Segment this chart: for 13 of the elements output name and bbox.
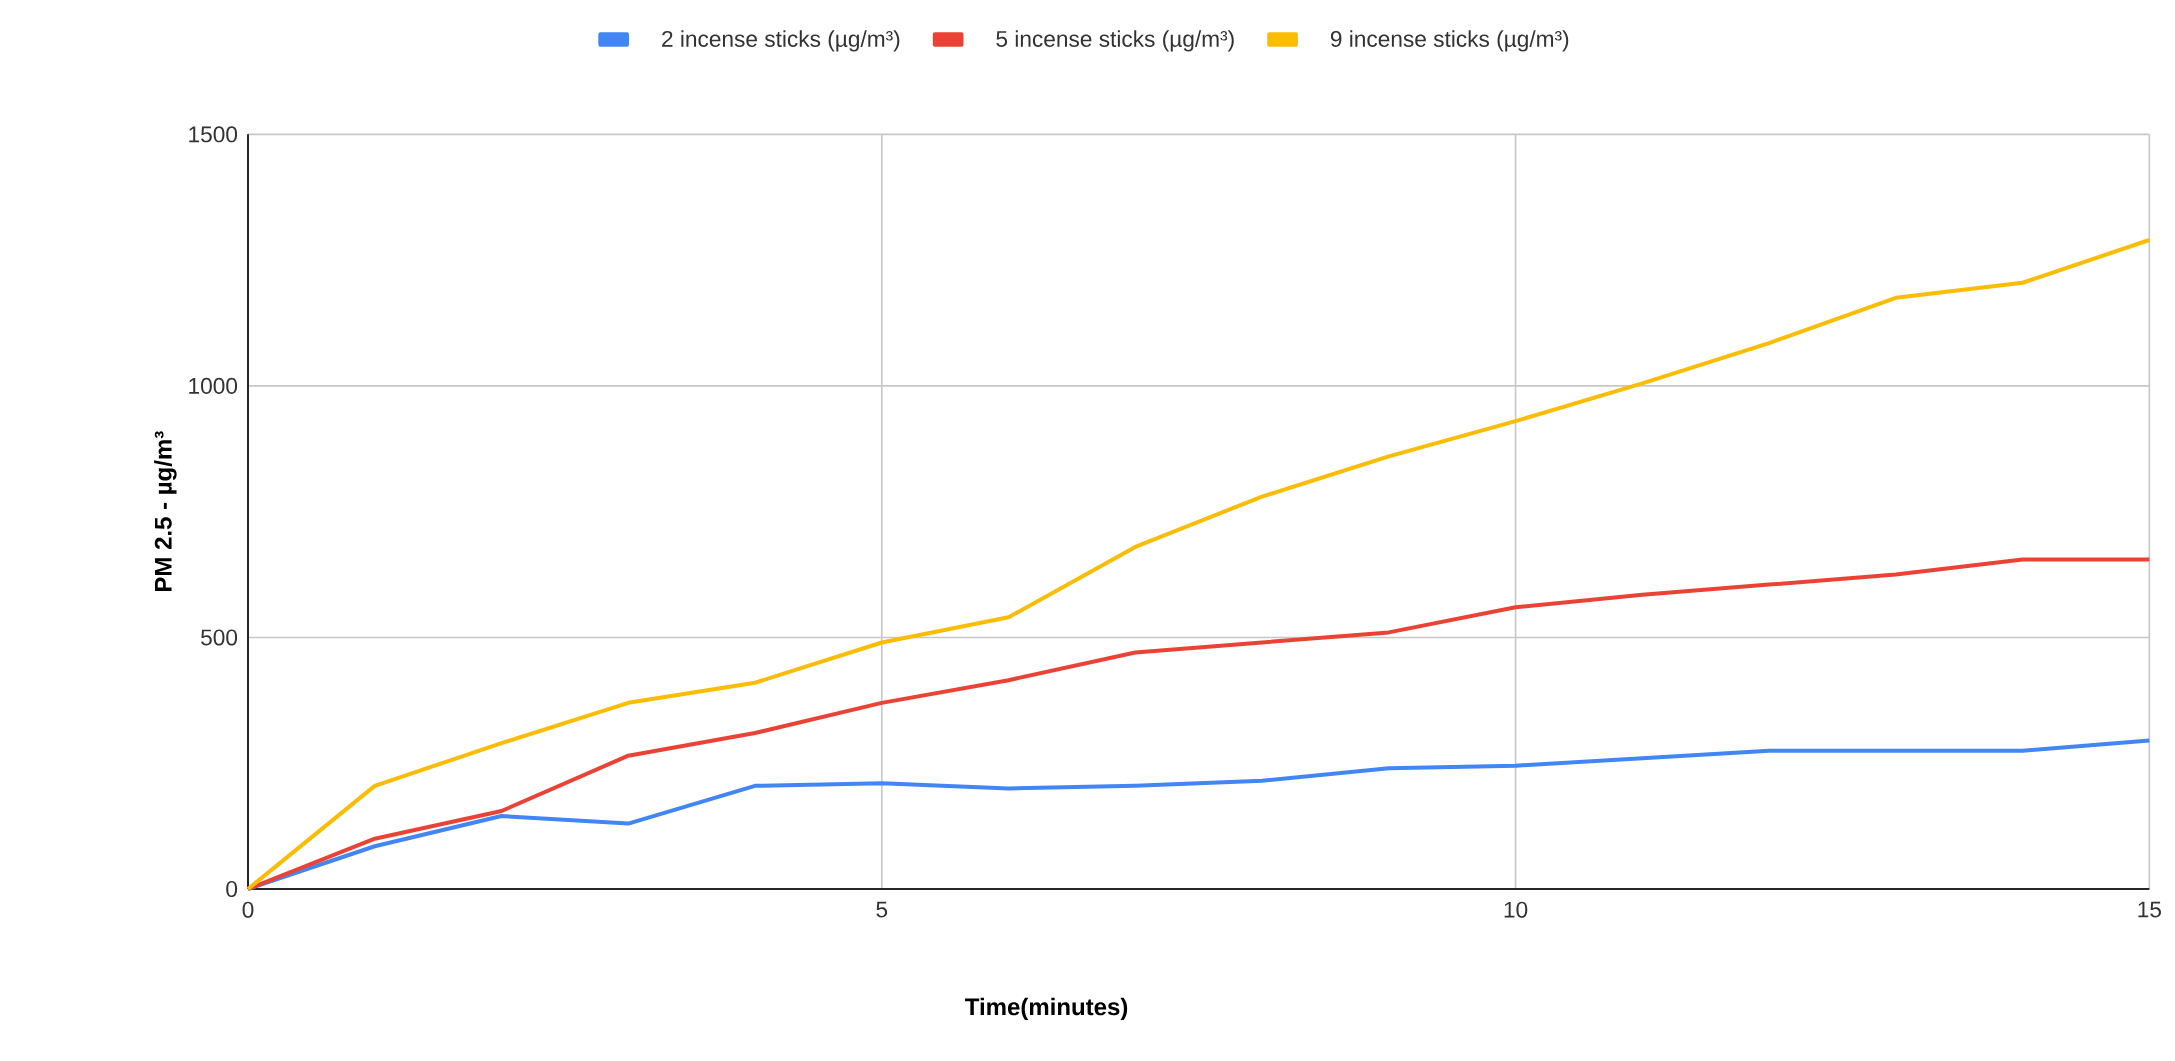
x-tick-label: 15	[2138, 901, 2161, 918]
y-tick-label: 0	[226, 880, 238, 898]
x-axis-title: Time(minutes)	[965, 997, 1128, 1021]
legend-label: 2 incense sticks (µg/m³)	[662, 30, 900, 52]
x-tick-label: 0	[242, 901, 254, 918]
y-tick-label: 1500	[189, 126, 238, 143]
y-tick-label: 500	[201, 629, 238, 646]
y-tick-label: 1000	[189, 377, 238, 394]
legend-label: 9 incense sticks (µg/m³)	[1330, 30, 1569, 52]
y-axis-title: PM 2.5 - µg/m³	[154, 431, 177, 591]
legend-label: 5 incense sticks (µg/m³)	[996, 30, 1234, 52]
x-tick-label: 10	[1504, 901, 1528, 918]
x-tick-label: 5	[876, 901, 888, 918]
